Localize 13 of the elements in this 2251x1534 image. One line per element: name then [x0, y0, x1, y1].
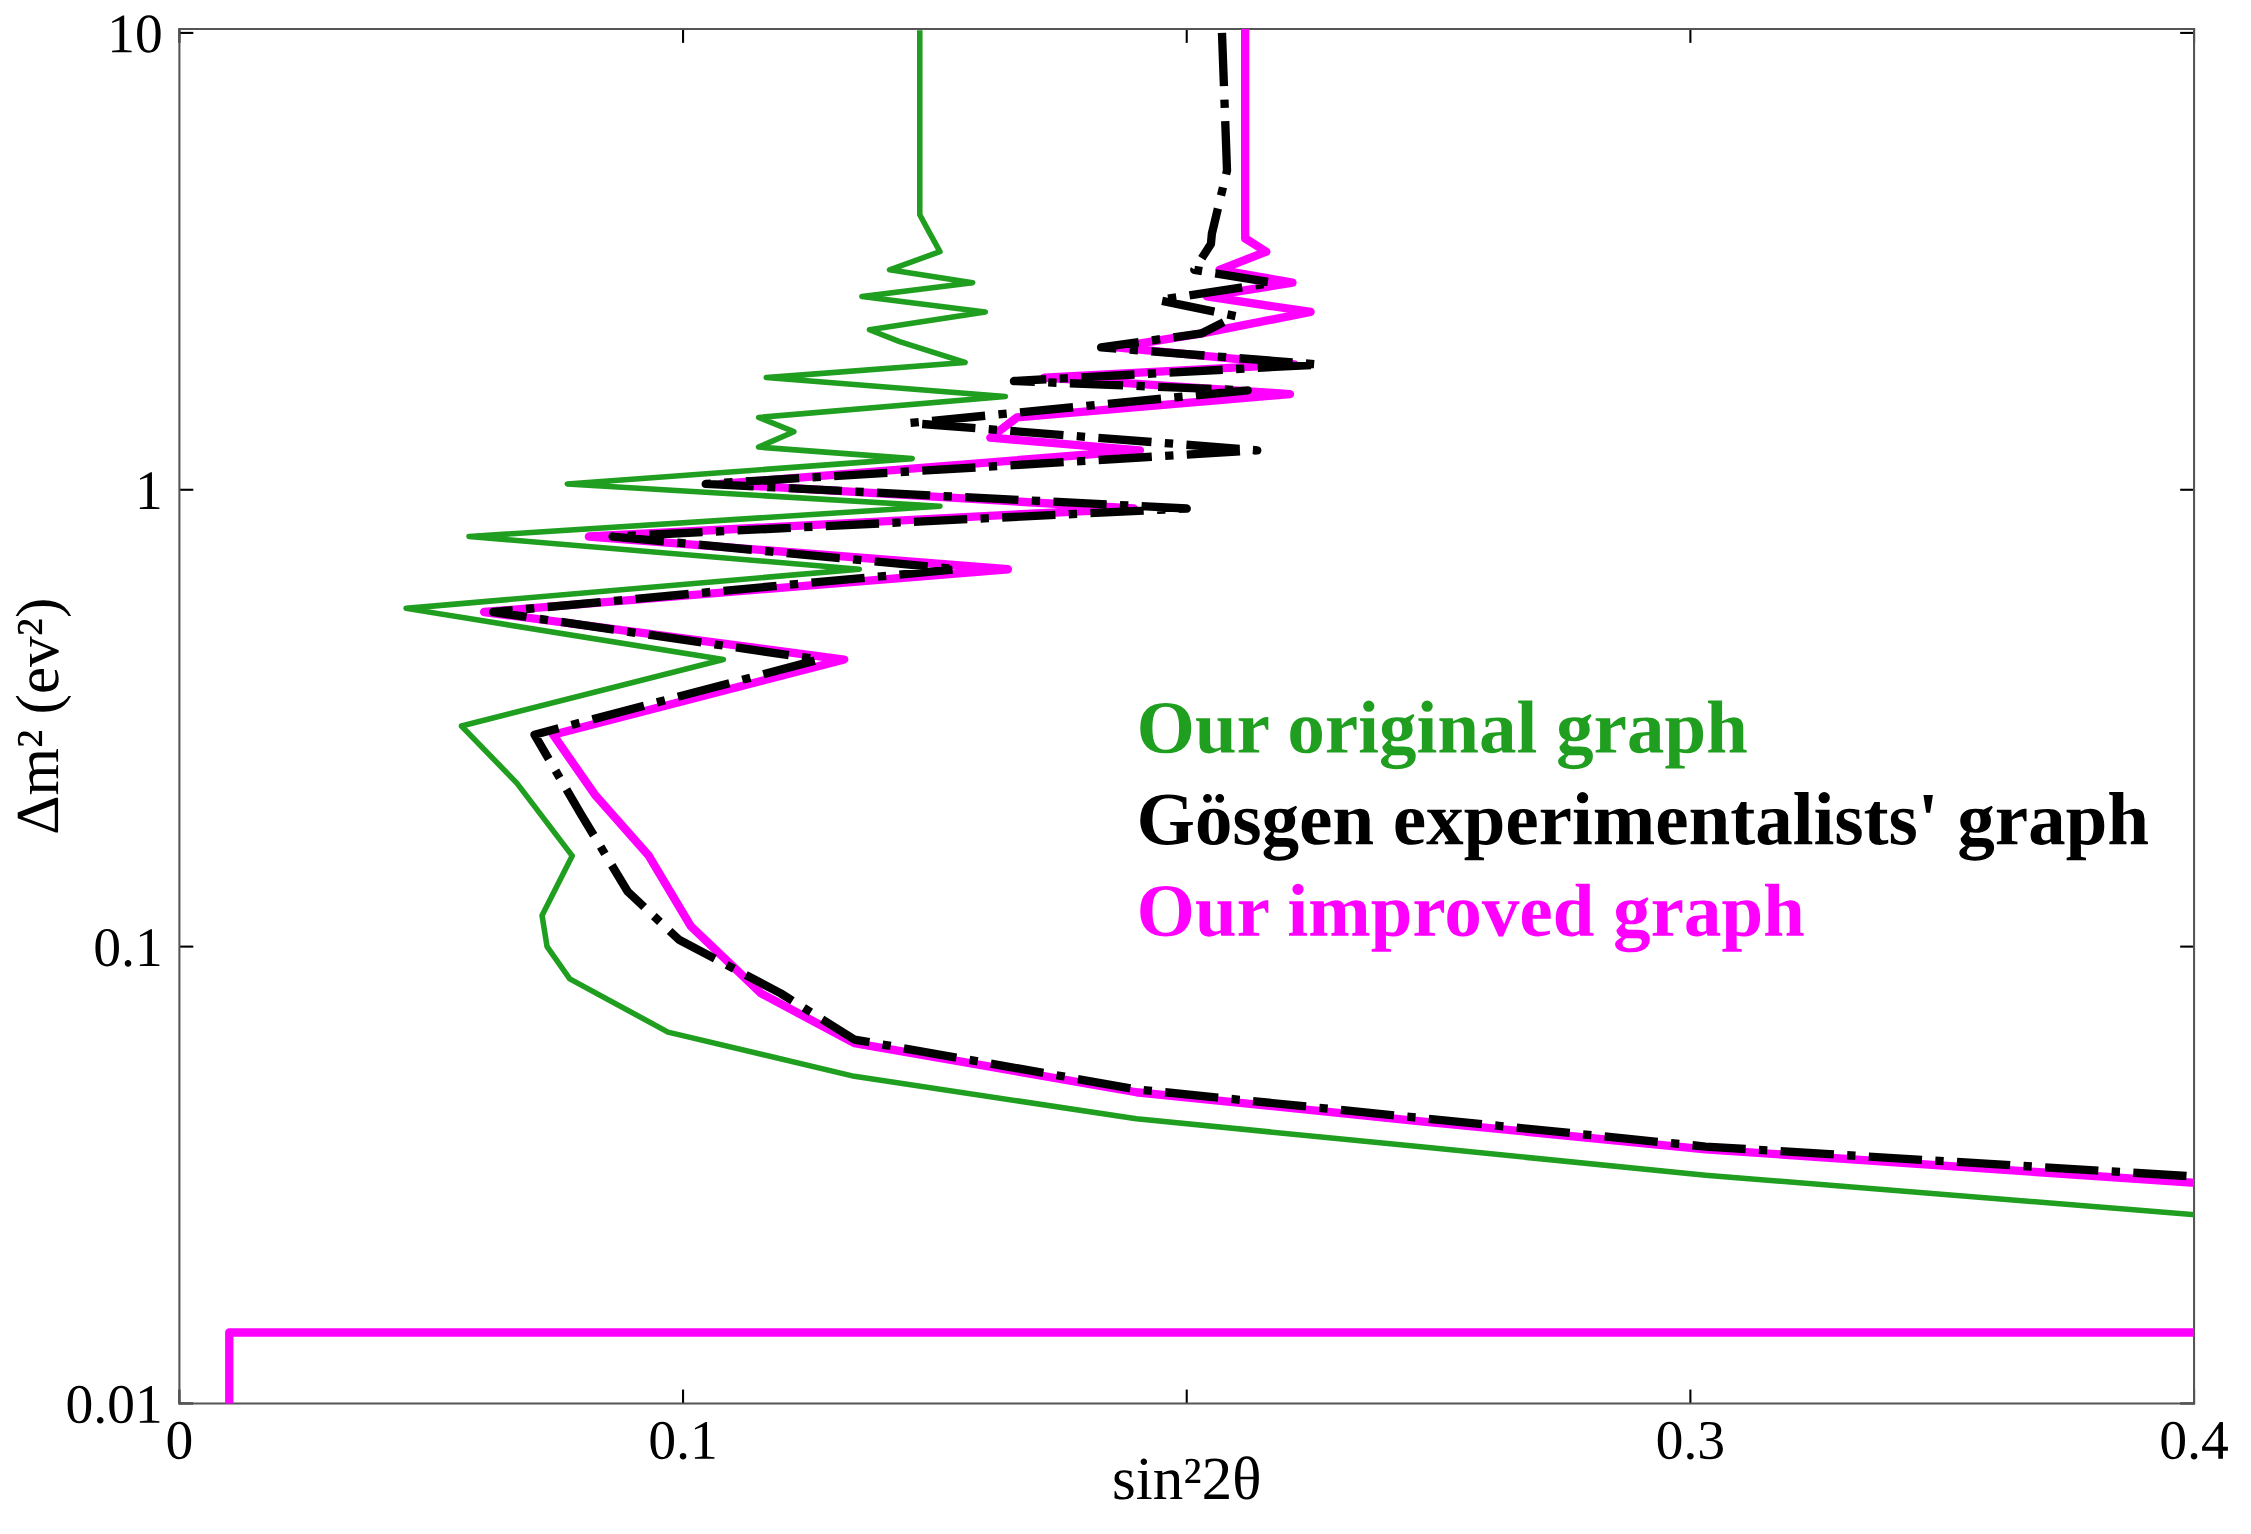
x-tick-label: 0.3 [1657, 1421, 1723, 1460]
series-label: Our improved graph [1140, 883, 1804, 953]
x-tick-label: 0.4 [2161, 1421, 2228, 1460]
y-tick-label: 1 [139, 472, 160, 510]
x-axis-title: sin²2θ [1114, 1456, 1259, 1500]
y-tick-label: 0.01 [67, 1385, 160, 1424]
x-tick-label: 0 [167, 1421, 192, 1460]
x-tick-label: 0.1 [650, 1421, 715, 1460]
text: Our original graph [1140, 700, 1747, 770]
text: Gösgen experimentalists' graph [1140, 792, 2148, 861]
y-tick-label: 0.1 [95, 928, 160, 967]
y-axis-title: Δm² (ev²) [15, 600, 72, 833]
y-tick-label: 10 [112, 15, 161, 53]
